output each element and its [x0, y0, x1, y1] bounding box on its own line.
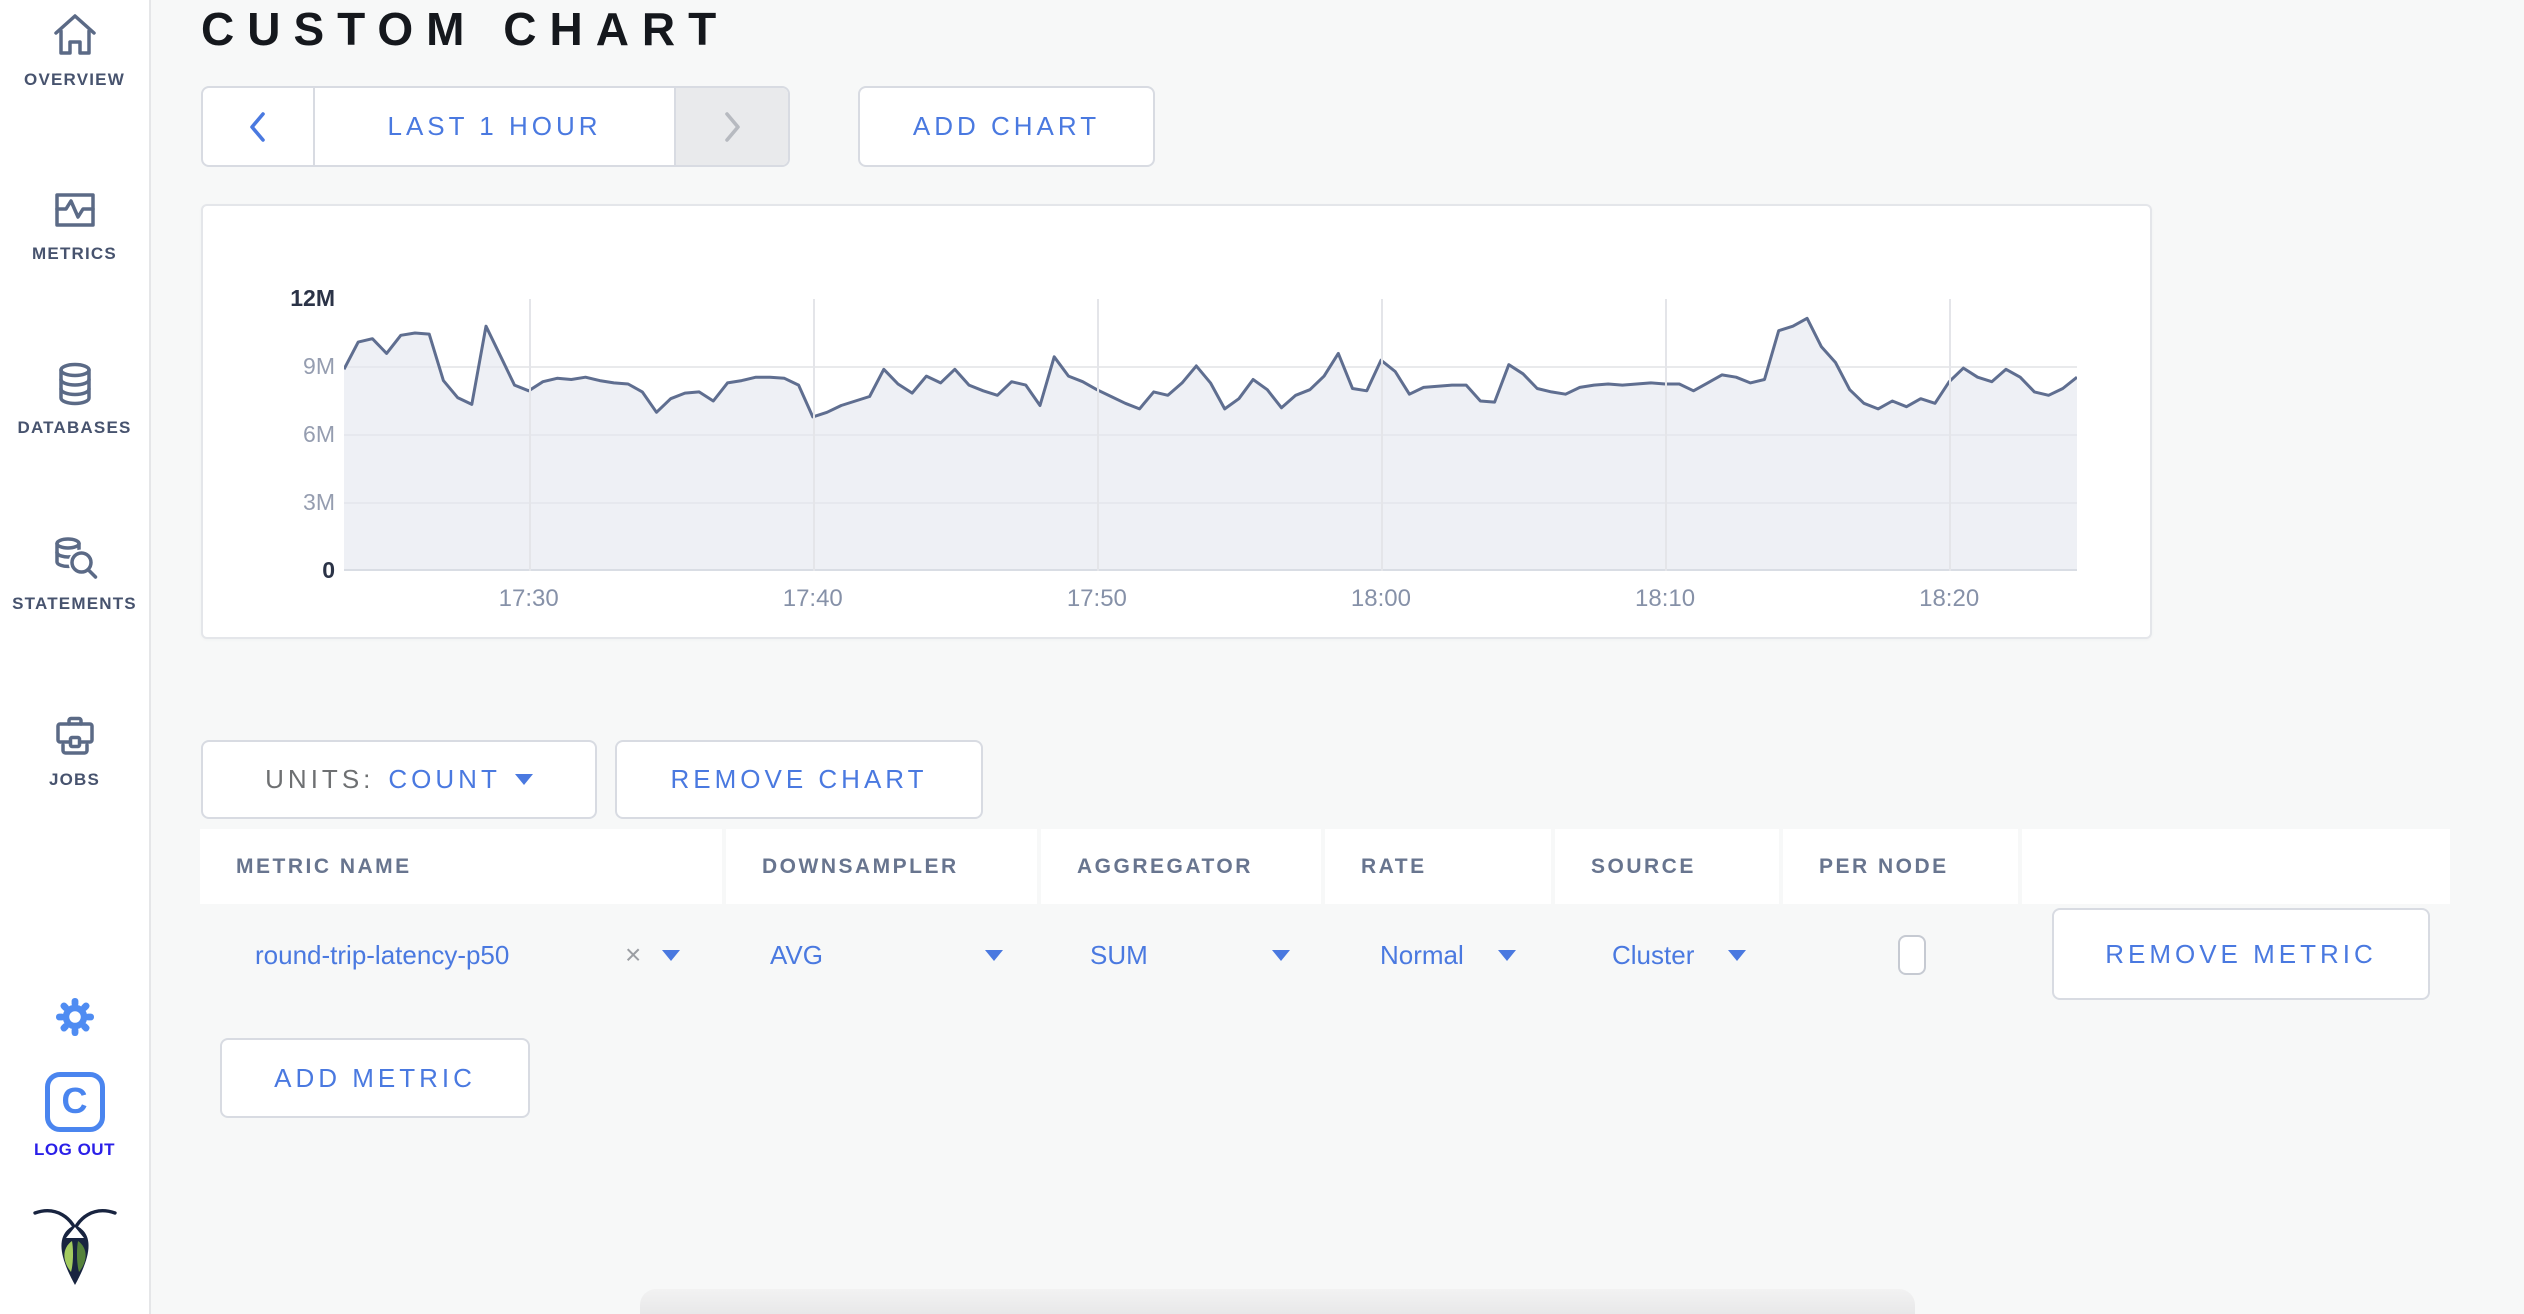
briefcase-icon — [55, 716, 94, 755]
time-range-prev-button[interactable] — [203, 88, 313, 165]
sidebar: OVERVIEW METRICS DATABASES — [0, 0, 151, 1314]
chart-plot-area[interactable]: 17:30 17:40 17:50 18:00 18:10 18:20 — [344, 299, 2077, 612]
add-chart-button[interactable]: ADD CHART — [858, 86, 1155, 167]
sidebar-item-jobs[interactable]: JOBS — [0, 712, 149, 790]
sidebar-item-label: OVERVIEW — [24, 70, 125, 89]
downsampler-caret-icon[interactable] — [985, 905, 1003, 1005]
per-node-checkbox[interactable] — [1898, 935, 1926, 975]
y-axis-tick: 0 — [322, 557, 335, 583]
sidebar-item-label: JOBS — [48, 770, 101, 789]
sidebar-item-label: DATABASES — [17, 418, 132, 437]
time-range-next-button[interactable] — [676, 88, 788, 165]
vertical-gridline — [1665, 299, 1668, 571]
database-icon — [58, 362, 91, 406]
rate-caret-icon[interactable] — [1498, 905, 1516, 1005]
home-icon — [53, 14, 96, 55]
column-header-aggregator: AGGREGATOR — [1041, 829, 1321, 904]
x-axis-tick: 17:30 — [498, 585, 559, 612]
timeseries-area-chart — [344, 316, 2077, 571]
page-title: CUSTOM CHART — [201, 3, 730, 55]
gear-icon — [55, 998, 94, 1036]
y-axis-tick: 6M — [303, 421, 335, 447]
sidebar-item-statements[interactable]: STATEMENTS — [0, 534, 149, 614]
y-axis-tick: 9M — [303, 353, 335, 379]
sidebar-settings[interactable] — [0, 992, 149, 1052]
remove-metric-button[interactable]: REMOVE METRIC — [2052, 908, 2430, 1000]
column-header-actions — [2022, 829, 2450, 904]
sidebar-logout[interactable]: C LOG OUT — [0, 1072, 149, 1160]
column-header-per-node: PER NODE — [1783, 829, 2018, 904]
metric-name-value[interactable]: round-trip-latency-p50 — [255, 939, 510, 970]
x-axis-tick: 17:50 — [1066, 585, 1127, 612]
vertical-gridline — [1380, 299, 1383, 571]
aggregator-select[interactable]: SUM — [1090, 939, 1148, 970]
units-label: UNITS: — [265, 764, 375, 794]
aggregator-caret-icon[interactable] — [1272, 905, 1290, 1005]
vertical-gridline — [528, 299, 531, 571]
rate-select[interactable]: Normal — [1380, 939, 1464, 970]
sidebar-item-metrics[interactable]: METRICS — [0, 186, 149, 264]
source-caret-icon[interactable] — [1728, 905, 1746, 1005]
metrics-graph-icon — [54, 193, 95, 227]
y-axis-tick: 12M — [290, 285, 335, 311]
clear-metric-icon[interactable]: × — [625, 939, 642, 970]
column-header-downsampler: DOWNSAMPLER — [726, 829, 1037, 904]
downsampler-select[interactable]: AVG — [770, 939, 823, 970]
cockroach-c-logo-icon: C — [44, 1072, 105, 1132]
gridline-9m — [344, 366, 2077, 368]
vertical-gridline — [1096, 299, 1099, 571]
logout-label: LOG OUT — [34, 1140, 115, 1159]
x-axis-tick: 18:00 — [1350, 585, 1411, 612]
sidebar-item-overview[interactable]: OVERVIEW — [0, 12, 149, 90]
chevron-right-icon — [725, 111, 740, 142]
y-axis-tick: 3M — [303, 489, 335, 515]
x-axis-tick: 18:10 — [1635, 585, 1696, 612]
remove-chart-button[interactable]: REMOVE CHART — [615, 740, 983, 819]
chevron-left-icon — [250, 111, 265, 142]
vertical-gridline — [812, 299, 815, 571]
units-value: COUNT — [388, 764, 501, 794]
source-select[interactable]: Cluster — [1612, 939, 1695, 970]
per-node-cell — [1898, 905, 1926, 1005]
sidebar-item-databases[interactable]: DATABASES — [0, 360, 149, 438]
column-header-source: SOURCE — [1555, 829, 1779, 904]
sidebar-item-label: METRICS — [32, 244, 117, 263]
column-header-rate: RATE — [1325, 829, 1551, 904]
sidebar-brand — [0, 1203, 149, 1308]
x-axis-tick: 17:40 — [782, 585, 843, 612]
cockroach-bug-logo-icon — [32, 1209, 117, 1285]
metric-name-dropdown-caret-icon[interactable] — [662, 905, 680, 1005]
bottom-dock-shadow — [640, 1289, 1915, 1314]
statements-icon — [54, 537, 97, 579]
vertical-gridline — [1949, 299, 1952, 571]
chart-card: 12M 9M 6M 3M 0 17:30 17:40 17:50 18:00 18:10… — [201, 204, 2152, 639]
time-range-label[interactable]: LAST 1 HOUR — [313, 88, 676, 165]
units-dropdown[interactable]: UNITS: COUNT — [201, 740, 597, 819]
time-range-control: LAST 1 HOUR — [201, 86, 790, 167]
add-metric-button[interactable]: ADD METRIC — [220, 1038, 530, 1118]
column-header-metric-name: METRIC NAME — [200, 829, 722, 904]
sidebar-item-label: STATEMENTS — [12, 594, 137, 613]
chevron-down-icon — [514, 774, 533, 785]
x-axis-tick: 18:20 — [1919, 585, 1980, 612]
